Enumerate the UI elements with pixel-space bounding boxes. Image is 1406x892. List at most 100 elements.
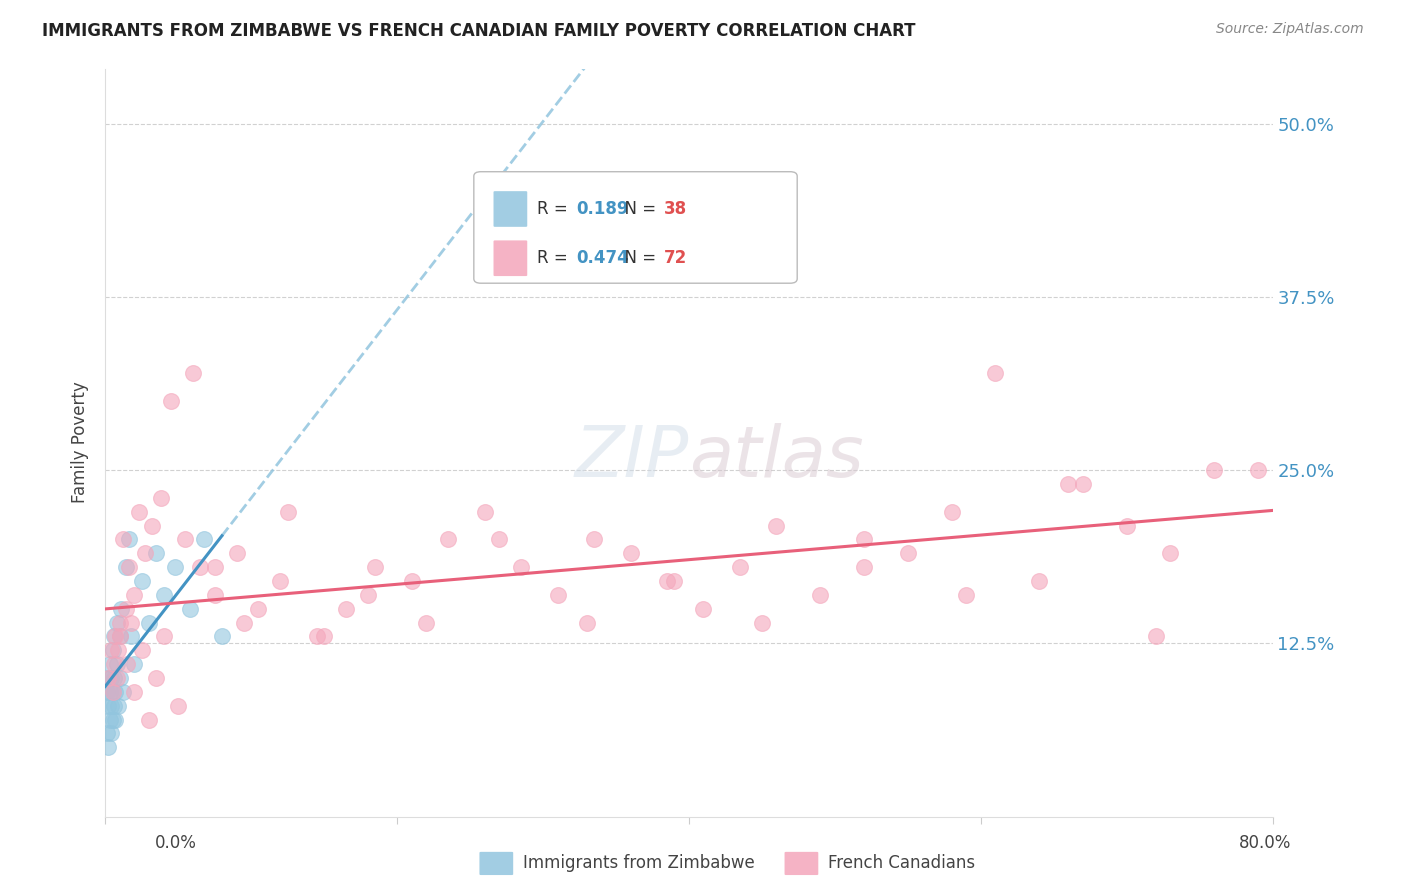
Point [98,657,121,672]
Point [97,698,120,713]
Point [1144,630,1167,644]
Point [145,671,167,685]
Point [152,588,174,602]
Point [104,630,127,644]
Y-axis label: Family Poverty: Family Poverty [72,382,89,503]
Point [655,574,678,588]
Point [852,560,875,574]
Point [110,601,132,615]
Point [232,615,254,630]
Point [188,560,211,574]
Point [1159,546,1181,560]
Point [105,657,128,672]
Point [167,698,190,713]
Point [955,588,977,602]
Point [808,588,831,602]
Text: R =: R = [537,249,574,268]
Point [193,533,215,547]
Point [107,698,129,713]
Point [101,713,124,727]
Point [1028,574,1050,588]
Point [152,630,174,644]
Point [131,643,153,657]
Point [100,643,122,657]
Point [1247,463,1270,477]
Point [664,574,686,588]
Point [141,518,163,533]
Point [575,615,598,630]
Point [728,560,751,574]
Point [117,533,139,547]
Point [108,671,131,685]
Point [96,685,118,699]
Text: French Canadians: French Canadians [828,855,976,872]
Point [751,615,773,630]
Point [98,713,121,727]
Text: Source: ZipAtlas.com: Source: ZipAtlas.com [1216,22,1364,37]
Point [97,671,120,685]
Point [547,588,569,602]
Point [98,685,121,699]
Text: 80.0%: 80.0% [1239,834,1292,852]
Point [145,546,167,560]
Point [364,560,387,574]
Text: Immigrants from Zimbabwe: Immigrants from Zimbabwe [523,855,755,872]
Point [149,491,172,505]
Point [96,726,118,740]
Point [131,574,153,588]
Point [619,546,641,560]
Point [1071,477,1094,491]
Point [97,671,120,685]
Point [181,366,204,380]
Point [124,657,146,672]
Text: 0.0%: 0.0% [155,834,197,852]
Point [160,394,183,409]
Point [415,615,437,630]
Point [305,630,328,644]
Point [108,630,131,644]
Point [111,533,134,547]
Point [108,615,131,630]
Point [211,630,233,644]
Point [488,533,510,547]
Point [114,560,136,574]
Point [124,685,146,699]
Text: 0.474: 0.474 [576,249,630,268]
Point [108,630,131,644]
Point [117,560,139,574]
Point [105,615,128,630]
Point [247,601,270,615]
Point [582,533,605,547]
Point [765,518,787,533]
Point [204,560,226,574]
Point [204,588,226,602]
Point [103,671,125,685]
Point [1115,518,1137,533]
Text: 72: 72 [664,249,688,268]
Point [105,671,128,685]
Point [107,643,129,657]
Text: 0.189: 0.189 [576,200,628,218]
Point [100,698,122,713]
Point [941,505,963,519]
Point [692,601,714,615]
Point [897,546,920,560]
Point [128,505,150,519]
Point [104,685,127,699]
Point [124,588,146,602]
Point [138,615,160,630]
Point [269,574,291,588]
Point [314,630,336,644]
Point [357,588,380,602]
Point [401,574,423,588]
Point [114,601,136,615]
Point [134,546,156,560]
Point [100,671,122,685]
Point [138,713,160,727]
Point [474,505,496,519]
Text: N =: N = [614,200,662,218]
Point [103,698,125,713]
Point [103,630,125,644]
Point [97,740,120,755]
Point [115,657,138,672]
